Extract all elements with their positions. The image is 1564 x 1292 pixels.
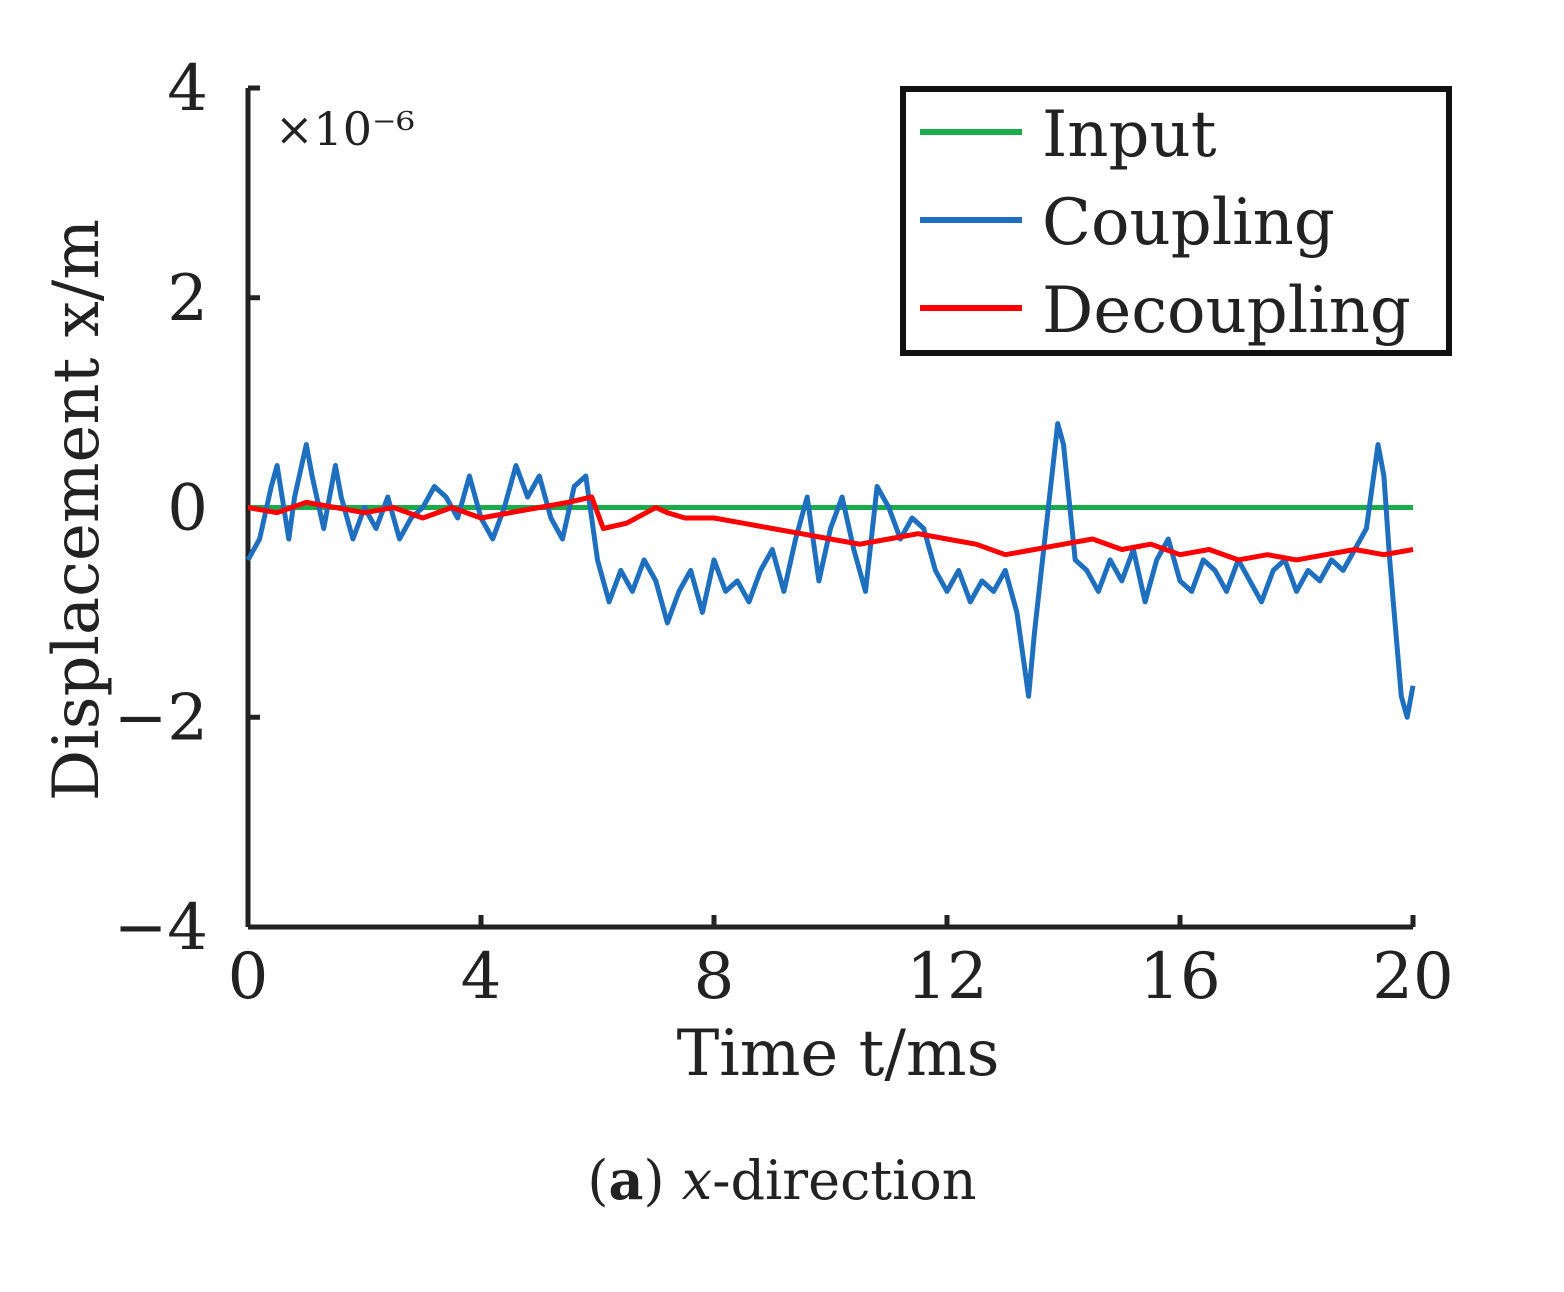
caption-variable: x <box>681 1149 713 1212</box>
y-multiplier: ×10⁻⁶ <box>275 102 415 156</box>
legend-label-coupling: Coupling <box>1042 186 1335 260</box>
x-tick-label: 0 <box>228 940 269 1014</box>
x-tick-label: 20 <box>1372 940 1453 1014</box>
y-tick-label: −4 <box>114 891 208 965</box>
caption-text: -direction <box>712 1149 977 1212</box>
series-group <box>245 421 1416 720</box>
legend-label-decoupling: Decoupling <box>1042 274 1411 348</box>
y-axis-label: Displacement x/m <box>40 219 114 801</box>
caption-close-paren: ) <box>643 1149 665 1212</box>
y-tick-label: 2 <box>167 262 208 336</box>
caption-label: a <box>608 1148 644 1212</box>
series-line-decoupling <box>247 494 1414 563</box>
x-tick-label: 4 <box>461 940 502 1014</box>
caption-open-paren: ( <box>587 1149 609 1212</box>
figure-caption: (a) x-direction <box>0 1148 1564 1212</box>
legend-label-input: Input <box>1042 98 1217 172</box>
legend: Input Coupling Decoupling <box>900 86 1452 356</box>
series-line-coupling <box>245 421 1416 720</box>
y-tick-label: 4 <box>167 52 208 126</box>
x-tick-label: 8 <box>694 940 735 1014</box>
y-tick-label: −2 <box>114 681 208 755</box>
x-tick-label: 12 <box>906 940 987 1014</box>
x-tick-label: 16 <box>1139 940 1220 1014</box>
y-tick-label: 0 <box>167 472 208 546</box>
x-axis-label: Time t/ms <box>677 1017 1000 1091</box>
